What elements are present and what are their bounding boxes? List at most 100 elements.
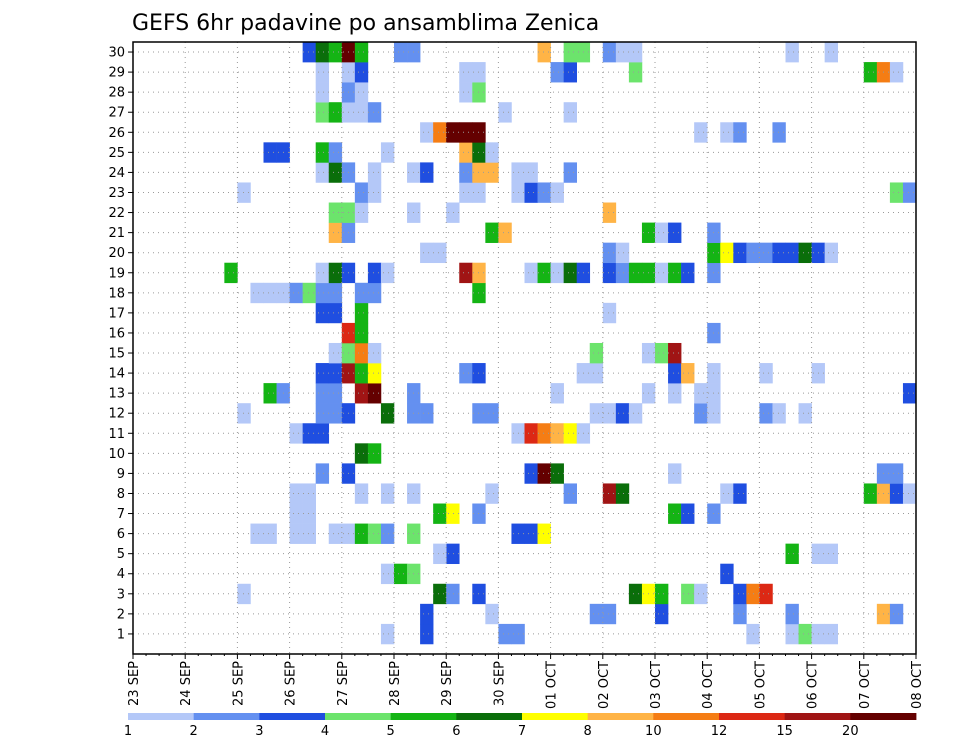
colorbar-label: 3 bbox=[255, 724, 263, 739]
heat-cell-m12-t44 bbox=[694, 403, 708, 424]
heat-cell-m3-t49 bbox=[759, 583, 773, 605]
heat-cell-m13-t60 bbox=[902, 383, 917, 404]
heat-cell-m19-t37 bbox=[602, 262, 617, 284]
heat-cell-m15-t16 bbox=[328, 342, 343, 364]
heat-cell-m20-t54 bbox=[824, 242, 838, 264]
heat-cell-m12-t23 bbox=[420, 403, 434, 424]
heat-cell-m11-t15 bbox=[315, 423, 330, 444]
x-tick-label: 01 OCT bbox=[545, 661, 560, 709]
heat-cell-m7-t42 bbox=[668, 503, 682, 524]
heat-cell-m2-t41 bbox=[655, 603, 669, 625]
heat-cell-m2-t28 bbox=[485, 603, 499, 625]
heat-cell-m27-t29 bbox=[498, 102, 512, 123]
heat-cell-m24-t23 bbox=[420, 162, 434, 183]
y-tick-label: 27 bbox=[108, 106, 125, 121]
heat-cell-m5-t54 bbox=[824, 543, 838, 565]
heat-cell-m21-t41 bbox=[655, 222, 669, 243]
heat-cell-m29-t39 bbox=[628, 62, 643, 83]
heat-cell-m25-t16 bbox=[328, 142, 343, 163]
heat-cell-m5-t51 bbox=[785, 543, 799, 565]
x-tick-label: 04 OCT bbox=[701, 661, 716, 709]
colorbar-label: 8 bbox=[584, 724, 592, 739]
heat-cell-m28-t18 bbox=[354, 82, 369, 103]
heat-cell-m6-t18 bbox=[354, 523, 369, 544]
colorbar-swatch bbox=[653, 713, 720, 720]
heat-cell-m5-t25 bbox=[446, 543, 460, 565]
heat-cell-m18-t18 bbox=[354, 282, 369, 304]
heat-cell-m6-t11 bbox=[263, 523, 277, 544]
heat-cell-m9-t42 bbox=[668, 463, 682, 484]
heat-cell-m1-t20 bbox=[380, 623, 395, 645]
heat-cell-m12-t16 bbox=[328, 403, 343, 424]
colorbar-swatch bbox=[850, 713, 917, 720]
heat-cell-m1-t54 bbox=[824, 623, 838, 645]
colorbar-label: 4 bbox=[321, 724, 329, 739]
heat-cell-m19-t43 bbox=[681, 262, 695, 284]
heat-cell-m24-t28 bbox=[485, 162, 499, 183]
heat-cell-m27-t16 bbox=[328, 102, 343, 123]
heat-cell-m4-t21 bbox=[394, 563, 408, 585]
y-tick-label: 10 bbox=[108, 447, 125, 462]
heat-cell-m13-t11 bbox=[263, 383, 277, 404]
heat-cell-m20-t24 bbox=[433, 242, 447, 264]
y-tick-label: 23 bbox=[108, 186, 125, 201]
heat-cell-m14-t49 bbox=[759, 363, 773, 384]
heat-cell-m30-t21 bbox=[394, 42, 408, 63]
heat-cell-m26-t26 bbox=[459, 122, 473, 143]
heat-cell-m19-t38 bbox=[615, 262, 630, 284]
heat-cell-m8-t14 bbox=[302, 483, 316, 504]
heat-cell-m14-t36 bbox=[589, 363, 604, 384]
heat-cell-m21-t16 bbox=[328, 222, 343, 243]
heat-cell-m13-t18 bbox=[354, 383, 369, 404]
heat-cell-m18-t13 bbox=[289, 282, 303, 304]
heat-cell-m17-t16 bbox=[328, 302, 343, 324]
heat-cell-m12-t20 bbox=[380, 403, 395, 424]
x-tick-label: 24 SEP bbox=[179, 661, 194, 706]
x-tick-label: 30 SEP bbox=[492, 661, 507, 706]
heat-cell-m25-t26 bbox=[459, 142, 473, 163]
heat-cell-m30-t39 bbox=[628, 42, 643, 63]
heat-cell-m30-t37 bbox=[602, 42, 617, 63]
heat-cell-m1-t52 bbox=[798, 623, 812, 645]
heat-cell-m27-t15 bbox=[315, 102, 330, 123]
heat-cell-m12-t52 bbox=[798, 403, 812, 424]
heat-cell-m8-t57 bbox=[863, 483, 878, 504]
y-tick-label: 17 bbox=[108, 306, 125, 321]
heat-cell-m7-t25 bbox=[446, 503, 460, 524]
heat-cell-m30-t15 bbox=[315, 42, 330, 63]
heat-cell-m30-t16 bbox=[328, 42, 343, 63]
heat-cell-m26-t50 bbox=[772, 122, 786, 143]
heat-cell-m6-t20 bbox=[380, 523, 395, 544]
heat-cell-m3-t39 bbox=[628, 583, 643, 605]
heat-cell-m1-t23 bbox=[420, 623, 434, 645]
heat-cell-m12-t37 bbox=[602, 403, 617, 424]
heat-cell-m22-t25 bbox=[446, 202, 460, 223]
x-tick-label: 05 OCT bbox=[753, 661, 768, 709]
heat-cell-m20-t37 bbox=[602, 242, 617, 264]
colorbar-swatch bbox=[719, 713, 786, 720]
heat-cell-m18-t15 bbox=[315, 282, 330, 304]
heat-cell-m20-t50 bbox=[772, 242, 786, 264]
heat-cell-m12-t49 bbox=[759, 403, 773, 424]
heat-cell-m23-t9 bbox=[237, 182, 251, 203]
heat-cell-m8-t28 bbox=[485, 483, 499, 504]
heat-cell-m3-t24 bbox=[433, 583, 447, 605]
heat-cell-m18-t11 bbox=[263, 282, 277, 304]
y-tick-label: 19 bbox=[108, 266, 125, 281]
heat-cell-m8-t38 bbox=[615, 483, 630, 504]
heat-cell-m21-t29 bbox=[498, 222, 512, 243]
heat-cell-m15-t18 bbox=[354, 342, 369, 364]
heat-cell-m23-t31 bbox=[524, 182, 538, 203]
heat-cell-m17-t37 bbox=[602, 302, 617, 324]
heat-cell-m3-t43 bbox=[681, 583, 695, 605]
colorbar-swatch bbox=[522, 713, 589, 720]
heat-cell-m23-t59 bbox=[889, 182, 904, 203]
heat-cell-m29-t59 bbox=[889, 62, 904, 83]
heat-cell-m26-t47 bbox=[733, 122, 747, 143]
heat-cell-m11-t34 bbox=[563, 423, 577, 444]
heat-cell-m11-t31 bbox=[524, 423, 538, 444]
colorbar-label: 15 bbox=[776, 724, 793, 739]
heat-cell-m30-t38 bbox=[615, 42, 630, 63]
heat-cell-m27-t34 bbox=[563, 102, 577, 123]
heat-cell-m20-t38 bbox=[615, 242, 630, 264]
